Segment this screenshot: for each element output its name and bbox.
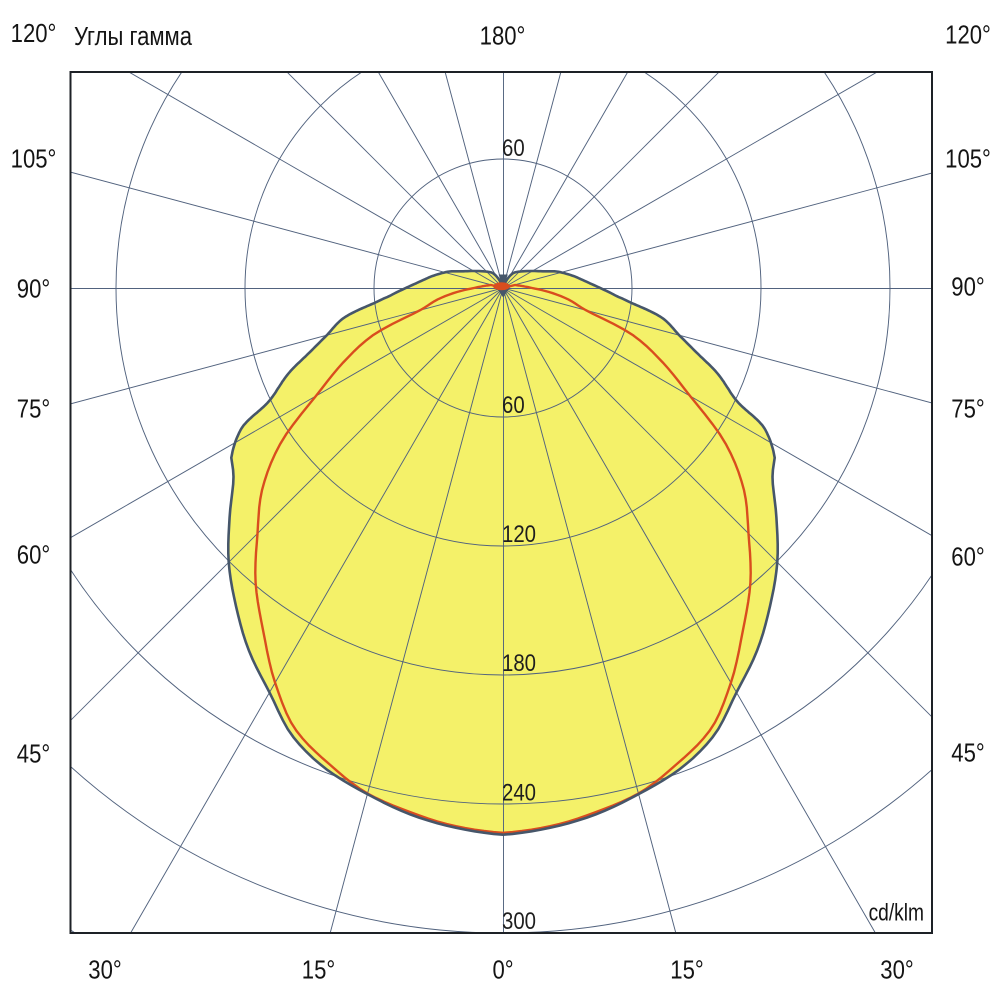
svg-text:240: 240 [502, 779, 536, 806]
svg-text:Углы гамма: Углы гамма [74, 22, 193, 51]
svg-text:45°: 45° [951, 739, 984, 768]
svg-text:30°: 30° [880, 956, 913, 985]
svg-text:30°: 30° [88, 956, 121, 985]
svg-text:60°: 60° [17, 541, 50, 570]
svg-text:15°: 15° [302, 956, 335, 985]
svg-text:90°: 90° [951, 273, 984, 302]
svg-text:60: 60 [502, 134, 525, 161]
svg-text:0°: 0° [492, 956, 513, 985]
svg-text:300: 300 [502, 907, 536, 934]
svg-text:105°: 105° [945, 145, 991, 174]
svg-text:180°: 180° [480, 22, 526, 51]
svg-text:105°: 105° [11, 145, 57, 174]
svg-text:180: 180 [502, 649, 536, 676]
svg-text:60: 60 [502, 391, 525, 418]
svg-text:120: 120 [502, 520, 536, 547]
svg-text:cd/klm: cd/klm [869, 898, 924, 926]
svg-text:75°: 75° [17, 395, 50, 424]
svg-text:60°: 60° [951, 543, 984, 572]
svg-text:120°: 120° [11, 19, 57, 48]
svg-text:15°: 15° [670, 956, 703, 985]
svg-text:90°: 90° [17, 275, 50, 304]
svg-text:45°: 45° [17, 740, 50, 769]
svg-text:120°: 120° [945, 21, 991, 50]
svg-text:75°: 75° [951, 395, 984, 424]
